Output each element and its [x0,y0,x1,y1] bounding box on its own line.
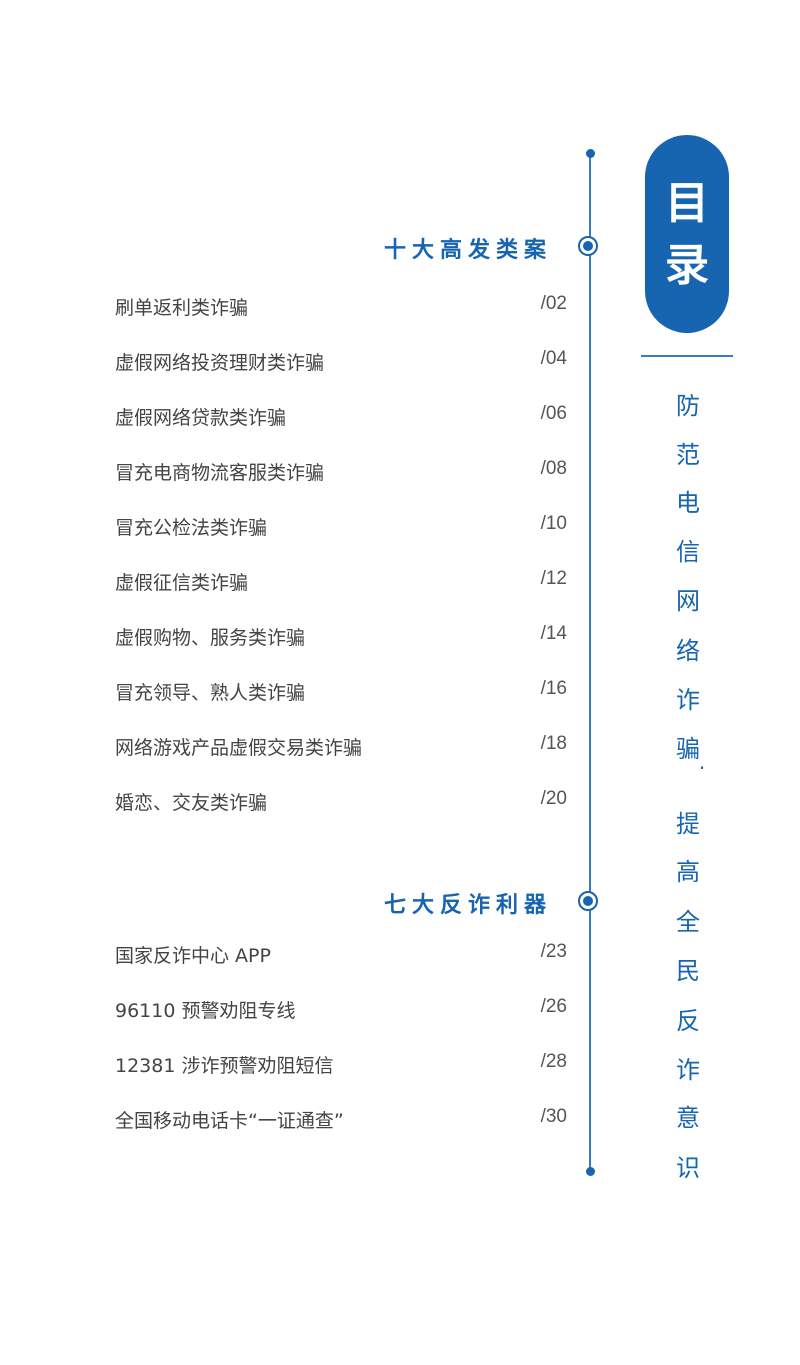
entry-label: 冒充电商物流客服类诈骗 [115,462,325,484]
subtitle-char: 民 [676,957,700,985]
entry-label: 虚假网络投资理财类诈骗 [115,352,325,374]
divider [641,355,733,357]
subtitle-char: 反 [676,1007,700,1035]
entry-page: /23 [540,941,567,962]
subtitle-char: 诈 [676,686,700,714]
subtitle-char: 诈 [676,1056,700,1084]
toc-entry[interactable]: 96110 预警劝阻专线/26 [115,996,567,1023]
subtitle-char: 意 [676,1104,700,1132]
toc-title-badge: 目 录 [645,135,729,333]
subtitle-char: 络 [676,637,700,665]
subtitle-char: 范 [676,441,700,469]
entry-page: /12 [540,568,567,589]
entry-page: /10 [540,513,567,534]
toc-entry[interactable]: 婚恋、交友类诈骗/20 [115,788,567,815]
entry-label: 虚假征信类诈骗 [115,572,249,594]
subtitle-char: 提 [676,810,700,838]
title-char: 目 [665,178,709,229]
timeline-line [589,153,591,1173]
entry-page: /30 [540,1106,567,1127]
timeline-start-dot [585,149,595,158]
subtitle-char: 全 [676,908,700,936]
toc-entry[interactable]: 12381 涉诈预警劝阻短信/28 [115,1051,567,1078]
section-marker [578,236,598,256]
entry-label: 婚恋、交友类诈骗 [115,792,268,814]
subtitle-char: 识 [676,1154,700,1182]
toc-entry[interactable]: 冒充公检法类诈骗/10 [115,513,567,540]
entry-page: /16 [540,678,567,699]
entry-label: 国家反诈中心 APP [115,945,271,967]
entry-label: 全国移动电话卡“一证通查” [115,1110,344,1132]
toc-entry[interactable]: 全国移动电话卡“一证通查” /30 [115,1106,567,1133]
entry-label: 虚假购物、服务类诈骗 [115,627,306,649]
subtitle-char: 电 [676,489,700,517]
toc-entry[interactable]: 刷单返利类诈骗/02 [115,293,567,320]
entry-page: /20 [540,788,567,809]
timeline-end-dot [585,1167,595,1176]
entry-page: /02 [540,293,567,314]
entry-page: /18 [540,733,567,754]
subtitle-char: 信 [676,538,700,566]
toc-entry[interactable]: 虚假征信类诈骗/12 [115,568,567,595]
section-marker [578,891,598,911]
entry-page: /06 [540,403,567,424]
subtitle-char: 高 [676,858,700,886]
toc-entry[interactable]: 网络游戏产品虚假交易类诈骗/18 [115,733,567,760]
subtitle-char: 网 [676,587,700,615]
entry-label: 刷单返利类诈骗 [115,297,249,319]
section-heading: 十大高发类案 [383,238,552,263]
subtitle-char: 防 [676,392,700,420]
toc-entry[interactable]: 国家反诈中心 APP/23 [115,941,567,968]
subtitle-char: · [698,756,706,780]
title-char: 录 [665,240,709,291]
entry-label: 虚假网络贷款类诈骗 [115,407,287,429]
entry-label: 网络游戏产品虚假交易类诈骗 [115,737,363,759]
section-heading: 七大反诈利器 [383,893,552,918]
toc-entry[interactable]: 虚假网络投资理财类诈骗/04 [115,348,567,375]
entry-page: /28 [540,1051,567,1072]
entry-page: /08 [540,458,567,479]
entry-label: 冒充领导、熟人类诈骗 [115,682,306,704]
toc-entry[interactable]: 虚假购物、服务类诈骗/14 [115,623,567,650]
entry-page: /14 [540,623,567,644]
toc-entry[interactable]: 冒充领导、熟人类诈骗/16 [115,678,567,705]
subtitle-char: 骗 [676,735,700,763]
entry-label: 96110 预警劝阻专线 [115,1000,296,1022]
entry-page: /04 [540,348,567,369]
entry-label: 冒充公检法类诈骗 [115,517,268,539]
toc-entry[interactable]: 冒充电商物流客服类诈骗/08 [115,458,567,485]
entry-label: 12381 涉诈预警劝阻短信 [115,1055,334,1077]
entry-page: /26 [540,996,567,1017]
toc-entry[interactable]: 虚假网络贷款类诈骗/06 [115,403,567,430]
